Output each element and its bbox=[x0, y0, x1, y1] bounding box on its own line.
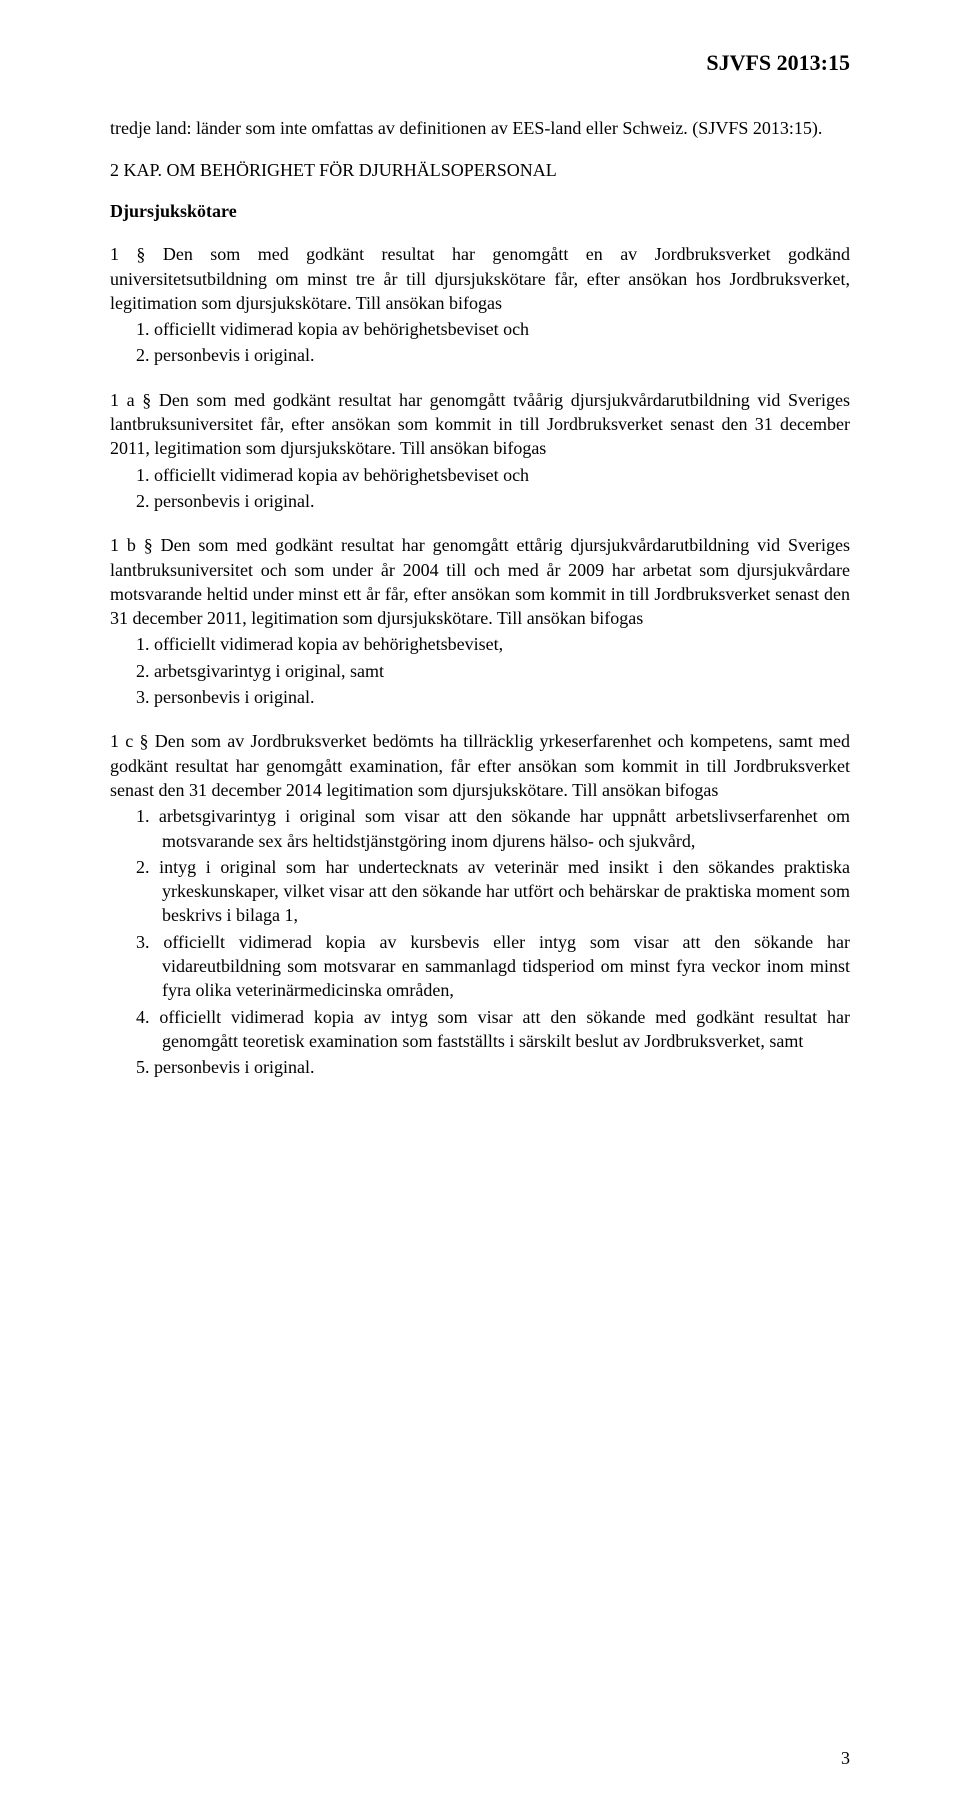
list-item: 5. personbevis i original. bbox=[110, 1055, 850, 1079]
intro-paragraph: tredje land: länder som inte omfattas av… bbox=[110, 116, 850, 140]
section-1a-text: 1 a § Den som med godkänt resultat har g… bbox=[110, 388, 850, 461]
document-code-header: SJVFS 2013:15 bbox=[110, 50, 850, 76]
list-item: 2. arbetsgivarintyg i original, samt bbox=[110, 659, 850, 683]
section-1-text: 1 § Den som med godkänt resultat har gen… bbox=[110, 242, 850, 315]
section-1-list: 1. officiellt vidimerad kopia av behörig… bbox=[110, 317, 850, 368]
list-item: 2. personbevis i original. bbox=[110, 489, 850, 513]
list-item: 1. officiellt vidimerad kopia av behörig… bbox=[110, 317, 850, 341]
chapter-title: 2 KAP. OM BEHÖRIGHET FÖR DJURHÄLSOPERSON… bbox=[110, 160, 850, 181]
list-item: 3. personbevis i original. bbox=[110, 685, 850, 709]
subheading-djursjukskotare: Djursjukskötare bbox=[110, 201, 850, 222]
section-1b-text: 1 b § Den som med godkänt resultat har g… bbox=[110, 533, 850, 630]
section-1b-list: 1. officiellt vidimerad kopia av behörig… bbox=[110, 632, 850, 709]
document-page: SJVFS 2013:15 tredje land: länder som in… bbox=[0, 0, 960, 1799]
list-item: 1. officiellt vidimerad kopia av behörig… bbox=[110, 463, 850, 487]
list-item: 2. intyg i original som har undertecknat… bbox=[110, 855, 850, 928]
section-1a-list: 1. officiellt vidimerad kopia av behörig… bbox=[110, 463, 850, 514]
list-item: 1. officiellt vidimerad kopia av behörig… bbox=[110, 632, 850, 656]
section-1c-list: 1. arbetsgivarintyg i original som visar… bbox=[110, 804, 850, 1079]
list-item: 3. officiellt vidimerad kopia av kursbev… bbox=[110, 930, 850, 1003]
page-number: 3 bbox=[841, 1748, 850, 1769]
list-item: 4. officiellt vidimerad kopia av intyg s… bbox=[110, 1005, 850, 1054]
list-item: 1. arbetsgivarintyg i original som visar… bbox=[110, 804, 850, 853]
list-item: 2. personbevis i original. bbox=[110, 343, 850, 367]
section-1c-text: 1 c § Den som av Jordbruksverket bedömts… bbox=[110, 729, 850, 802]
